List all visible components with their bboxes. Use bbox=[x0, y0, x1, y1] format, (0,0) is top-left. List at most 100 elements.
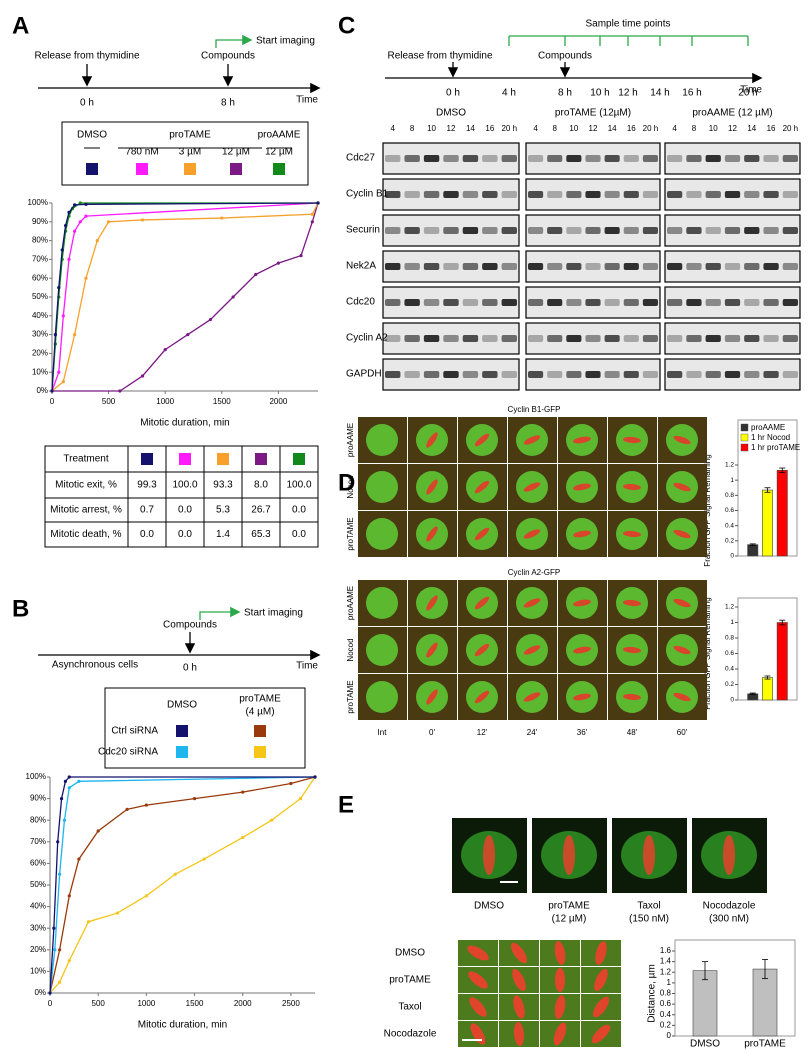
chromosomes bbox=[474, 527, 490, 541]
x-axis-label: Mitotic duration, min bbox=[138, 1020, 227, 1031]
band bbox=[782, 191, 798, 198]
band bbox=[528, 155, 544, 162]
point bbox=[186, 333, 190, 337]
band bbox=[462, 227, 479, 234]
group-label: proTAME (12µM) bbox=[555, 108, 631, 119]
band bbox=[443, 191, 459, 198]
bar bbox=[762, 677, 773, 701]
point bbox=[58, 872, 62, 876]
band bbox=[667, 227, 683, 234]
legend-label: 1 hr Nocod bbox=[751, 433, 790, 442]
band bbox=[462, 335, 479, 342]
band bbox=[482, 335, 498, 342]
row-label: Nocodazole bbox=[384, 1029, 437, 1040]
chromosomes bbox=[474, 433, 490, 447]
legend-swatch bbox=[740, 443, 749, 452]
point bbox=[231, 295, 235, 299]
band bbox=[423, 155, 440, 162]
table-cell: 0.0 bbox=[178, 505, 192, 516]
lane-label: 16 bbox=[767, 124, 776, 133]
band bbox=[501, 191, 517, 198]
event-label: Start imaging bbox=[244, 608, 303, 619]
point bbox=[276, 261, 280, 265]
y-tick-label: 1.2 bbox=[725, 462, 734, 469]
image-label: DMSO bbox=[474, 901, 504, 912]
band bbox=[623, 335, 639, 342]
bar bbox=[776, 622, 788, 701]
band bbox=[385, 299, 401, 306]
row-label: Cdc20 bbox=[346, 297, 375, 308]
legend-header: proTAME bbox=[169, 130, 211, 141]
y-tick-label: 0.8 bbox=[660, 989, 672, 998]
chromosomes bbox=[426, 642, 438, 658]
kinetochore-pair bbox=[513, 995, 525, 1019]
event-label: Start imaging bbox=[256, 36, 315, 47]
chromosomes bbox=[673, 692, 691, 702]
time-label: 14 h bbox=[650, 88, 669, 99]
kinetochore-pair bbox=[555, 968, 565, 992]
band bbox=[642, 191, 658, 198]
lane-label: 4 bbox=[533, 124, 538, 133]
series-line bbox=[49, 776, 316, 994]
lane-label: 20 h bbox=[643, 124, 659, 133]
band bbox=[667, 335, 683, 342]
event-label: Compounds bbox=[163, 620, 217, 631]
band bbox=[667, 299, 683, 306]
x-tick-label: 500 bbox=[102, 397, 116, 406]
band bbox=[623, 155, 639, 162]
point bbox=[125, 807, 129, 812]
band bbox=[782, 227, 798, 234]
chromosomes bbox=[573, 436, 591, 444]
point bbox=[59, 797, 64, 801]
column-label: 24' bbox=[527, 728, 538, 737]
event-label: Release from thymidine bbox=[387, 51, 492, 62]
band bbox=[462, 371, 479, 378]
band bbox=[642, 335, 658, 342]
header-swatch bbox=[179, 453, 191, 465]
band bbox=[462, 299, 479, 306]
point bbox=[106, 220, 111, 224]
legend-swatch bbox=[740, 433, 749, 442]
legend-swatch bbox=[86, 163, 98, 175]
time-label: 8 h bbox=[221, 98, 235, 109]
image-label: Nocodazole bbox=[703, 901, 756, 912]
point bbox=[67, 775, 71, 779]
band bbox=[623, 227, 639, 234]
point bbox=[208, 317, 213, 322]
band bbox=[443, 227, 459, 234]
band bbox=[423, 191, 440, 198]
band bbox=[566, 299, 582, 306]
legend-swatch bbox=[254, 746, 266, 758]
legend-swatch bbox=[176, 725, 188, 737]
event-label: Compounds bbox=[538, 51, 592, 62]
legend-label: 3 µM bbox=[179, 147, 201, 158]
point bbox=[61, 380, 65, 384]
legend-swatch bbox=[740, 423, 749, 432]
image-label: (300 nM) bbox=[709, 914, 749, 925]
table-cell: 100.0 bbox=[286, 480, 311, 491]
point bbox=[84, 214, 88, 218]
lane-label: 4 bbox=[672, 124, 677, 133]
axis-label: Time bbox=[740, 85, 762, 96]
point bbox=[77, 857, 81, 861]
chromosomes bbox=[623, 530, 641, 538]
kinetochore-pair bbox=[510, 942, 528, 964]
row-label: Cdc27 bbox=[346, 153, 375, 164]
band bbox=[501, 371, 517, 378]
header-swatch bbox=[141, 453, 153, 465]
chromosomes bbox=[426, 595, 438, 611]
band bbox=[423, 335, 440, 342]
table-cell: 1.4 bbox=[216, 529, 230, 540]
kinetochore-pair bbox=[512, 968, 526, 992]
image-label: proTAME bbox=[548, 901, 590, 912]
y-tick-label: 50% bbox=[32, 292, 48, 301]
band bbox=[686, 299, 702, 306]
x-tick-label: 1500 bbox=[213, 397, 231, 406]
point bbox=[163, 348, 167, 352]
table-cell: 0.7 bbox=[140, 505, 154, 516]
cell bbox=[366, 471, 398, 503]
band bbox=[585, 335, 601, 342]
image-label: (150 nM) bbox=[629, 914, 669, 925]
band bbox=[667, 191, 683, 198]
y-tick-label: 80% bbox=[30, 815, 46, 824]
